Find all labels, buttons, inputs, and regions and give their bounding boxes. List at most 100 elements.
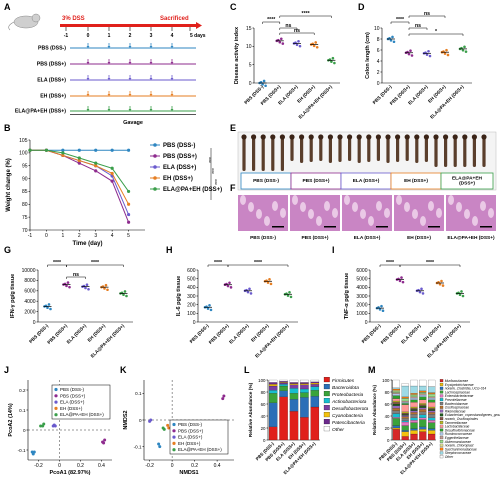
panel-c-data-point [312, 44, 316, 48]
panel-m-bar-segment [392, 388, 400, 391]
colon-sample-end [251, 134, 257, 140]
panel-m-bar-segment [410, 399, 418, 403]
panel-h-data-point [266, 281, 270, 284]
colon-group-label: (DSS+) [459, 181, 475, 187]
panel-c-ytick-label: 10 [246, 44, 252, 50]
timeline-tick-label: 2 [129, 33, 132, 39]
panel-m-bar-segment [419, 429, 427, 432]
panel-m-bar-segment [392, 395, 400, 399]
timeline-tick-label: 4 [171, 33, 174, 39]
gavage-arrow-icon [128, 62, 132, 64]
panel-l-bar-segment [289, 411, 299, 441]
timeline-row-label: EH (DSS+) [40, 94, 66, 100]
panel-j-legend-label: ELA (DSS+) [60, 400, 85, 405]
panel-l-bar-segment [279, 382, 288, 384]
panel-m-bar-segment [401, 421, 409, 426]
panel-i-ytick-label: 2000 [356, 302, 367, 308]
panel-g-data-point [47, 303, 51, 306]
histology-scale-bar [428, 226, 440, 228]
panel-g-data-point [103, 287, 106, 290]
panel-g-ytick-label: 0 [33, 320, 36, 326]
panel-k-xtick-label: 0 [171, 463, 174, 469]
histology-crypt [248, 202, 254, 212]
panel-b-xtick-label: 0 [45, 233, 48, 239]
panel-letter-b: B [4, 123, 11, 133]
panel-g-data-point [87, 287, 90, 291]
panel-m-legend-label: Enterobacteriaceae [445, 394, 474, 398]
histology-crypt [352, 202, 358, 212]
panel-l-bar-segment [310, 381, 320, 384]
panel-m-legend-swatch [439, 447, 444, 451]
panel-k-legend-marker [172, 441, 176, 445]
colon-sample-end [260, 134, 266, 140]
panel-m-legend-swatch [439, 379, 444, 383]
panel-h-data-point [286, 294, 290, 297]
panel-h-ytick-label: 200 [187, 302, 196, 308]
panel-l-legend-swatch [323, 405, 330, 411]
panel-m-bar-segment [410, 420, 418, 423]
colon-sample-end [366, 134, 372, 140]
colon-group-label: ELA (DSS+) [353, 178, 380, 184]
panel-h-data-point [248, 287, 251, 291]
panel-m-bar-segment [410, 394, 418, 397]
colon-sample-end [347, 134, 353, 140]
panel-m-bar-segment [419, 399, 427, 404]
panel-m-bar-segment [401, 430, 409, 432]
panel-l-bar-segment [289, 384, 299, 389]
panel-c-data-point [281, 42, 285, 45]
panel-c-data-point [278, 40, 282, 44]
panel-l-legend-swatch [323, 384, 330, 390]
panel-l-bar-segment [289, 383, 299, 385]
panel-j-point [53, 424, 57, 428]
panel-g-ylabel: IFN-γ pg/g tissue [10, 274, 16, 318]
panel-i-data-point [461, 294, 465, 298]
panel-b-point [94, 164, 98, 168]
panel-l-ytick-label: 80 [261, 390, 266, 395]
panel-b-point [61, 153, 65, 158]
panel-i-ytick-label: 4000 [356, 285, 367, 291]
panel-m-bar-segment [410, 394, 418, 396]
panel-h-ylabel: IL-6 pg/g tissue [176, 276, 182, 316]
colon-sample [309, 137, 313, 162]
panel-letter-j: J [4, 365, 9, 375]
panel-d-data-point [410, 54, 414, 57]
panel-l-bar-segment [268, 393, 278, 403]
panel-m-bar-segment [419, 393, 427, 396]
panel-m-legend-swatch [439, 390, 444, 394]
panel-b-ylabel: Weight change (%) [6, 158, 12, 212]
panel-b-point [77, 156, 81, 160]
panel-i-ytick-label: 5000 [356, 276, 367, 282]
panel-b-point [77, 161, 81, 165]
gavage-arrow-icon [128, 78, 132, 80]
histology-crypt [344, 195, 350, 205]
panel-l-bar-segment [279, 379, 288, 382]
panel-j-legend-marker [54, 400, 58, 404]
panel-m-bar-segment [428, 412, 436, 415]
panel-h-ytick-label: 300 [187, 294, 196, 300]
histology-crypt [240, 195, 246, 205]
panel-m-ylabel: Relative Abundance (%) [372, 385, 377, 435]
panel-m-bar-segment [410, 428, 418, 431]
timeline-row-label: ELA@PA+EH (DSS+) [15, 109, 66, 115]
panel-l-bar-segment [289, 388, 299, 394]
panel-g-sig-label: ns [73, 272, 79, 278]
histology-label: ELA@PA+EH (DSS+) [447, 235, 495, 241]
panel-g-data-point [85, 283, 89, 286]
colon-sample [328, 137, 332, 163]
colon-sample [424, 137, 428, 162]
panel-g-category-label: ELA (DSS+) [66, 323, 88, 345]
gavage-arrow-icon [149, 94, 153, 96]
panel-b-xtick-label: 2 [78, 233, 81, 239]
panel-k-xtick-label: 0.4 [214, 463, 221, 469]
gavage-arrow-icon [107, 78, 111, 80]
panel-m-bar-segment [410, 406, 418, 409]
panel-i-data-point [460, 290, 463, 293]
panel-b-ytick-label: 80 [22, 202, 28, 208]
panel-m-ytick-label: 80 [385, 390, 390, 395]
timeline-row-label: PBS (DSS+) [37, 62, 67, 68]
panel-m-bar-segment [401, 414, 409, 416]
mouse-head-icon [31, 13, 41, 23]
panel-l-legend-label: Patescibacteria [332, 420, 365, 426]
panel-b-point [44, 148, 49, 152]
colon-sample [444, 137, 448, 167]
